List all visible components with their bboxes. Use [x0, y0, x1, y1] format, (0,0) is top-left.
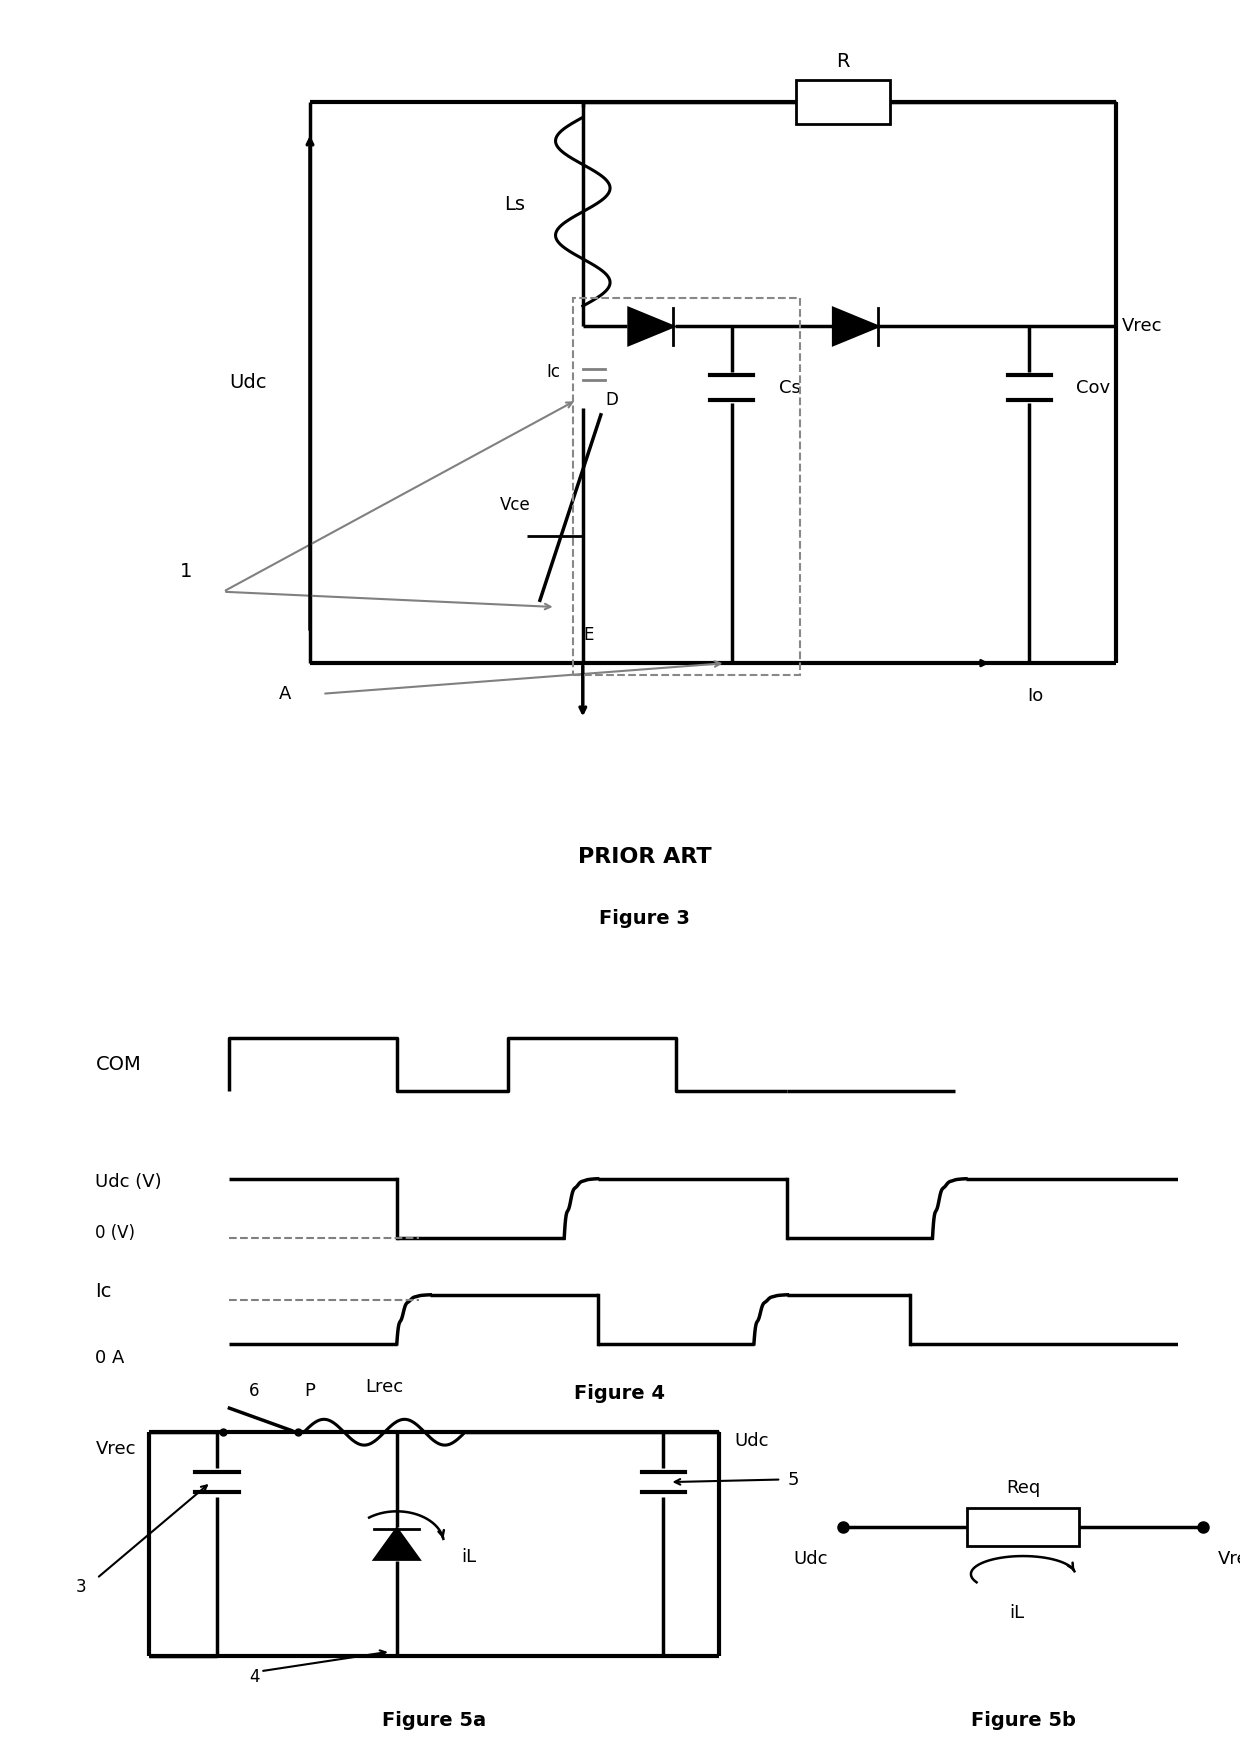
Polygon shape: [833, 308, 878, 345]
Text: A: A: [279, 684, 291, 704]
Text: COM: COM: [95, 1055, 141, 1073]
Text: PRIOR ART: PRIOR ART: [578, 848, 712, 867]
Text: Ic: Ic: [95, 1282, 112, 1300]
Text: Ic: Ic: [547, 364, 560, 382]
Text: 0 (V): 0 (V): [95, 1224, 135, 1242]
Text: Figure 3: Figure 3: [599, 909, 691, 927]
Text: Vrec: Vrec: [1218, 1550, 1240, 1569]
Text: Udc (V): Udc (V): [95, 1173, 162, 1191]
Text: Vce: Vce: [500, 496, 531, 514]
Text: R: R: [837, 51, 849, 70]
Text: E: E: [584, 626, 594, 644]
Text: Figure 5a: Figure 5a: [382, 1712, 486, 1729]
Text: Vrec: Vrec: [95, 1441, 136, 1458]
Text: P: P: [304, 1381, 315, 1400]
Text: 4: 4: [249, 1668, 259, 1687]
Text: 5: 5: [787, 1471, 799, 1488]
Text: iL: iL: [1009, 1604, 1024, 1622]
Text: Ls: Ls: [505, 195, 525, 213]
Bar: [967, 1507, 1079, 1546]
Bar: [573, 297, 800, 675]
Text: Cs: Cs: [779, 378, 801, 398]
Text: Udc: Udc: [734, 1432, 769, 1449]
Text: Udc: Udc: [794, 1550, 828, 1569]
Text: 0 A: 0 A: [95, 1349, 125, 1367]
Polygon shape: [629, 308, 673, 345]
Polygon shape: [374, 1529, 419, 1560]
Text: 6: 6: [249, 1381, 259, 1400]
Text: Req: Req: [1006, 1479, 1040, 1497]
Text: 3: 3: [76, 1578, 86, 1595]
Text: 1: 1: [180, 561, 192, 580]
Bar: [796, 79, 890, 125]
Text: Figure 4: Figure 4: [574, 1384, 666, 1402]
Text: Lrec: Lrec: [366, 1377, 403, 1397]
Text: Figure 5b: Figure 5b: [971, 1712, 1075, 1729]
Text: iL: iL: [461, 1548, 476, 1566]
Text: Io: Io: [1027, 686, 1044, 705]
Text: Vrec: Vrec: [1122, 317, 1163, 336]
Text: Udc: Udc: [229, 373, 267, 392]
Text: Cov: Cov: [1076, 378, 1111, 398]
Text: D: D: [605, 390, 618, 408]
